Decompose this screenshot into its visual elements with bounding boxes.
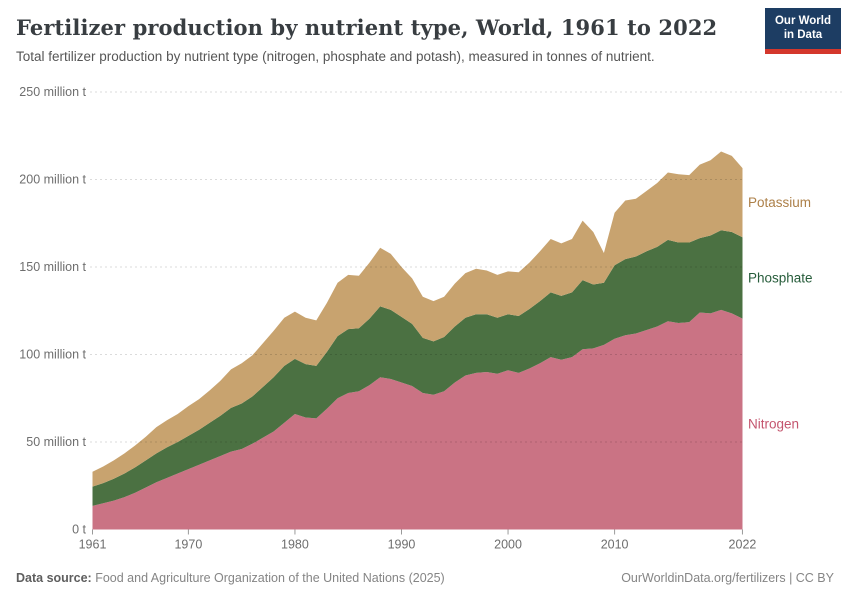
y-axis-tick-label: 250 million t bbox=[19, 85, 86, 99]
x-axis-tick-label: 2000 bbox=[494, 538, 522, 552]
y-axis-tick-label: 0 t bbox=[72, 523, 86, 537]
x-axis-tick-label: 1970 bbox=[174, 538, 202, 552]
y-axis-tick-label: 50 million t bbox=[26, 435, 86, 449]
data-source-label: Data source: bbox=[16, 571, 92, 585]
x-axis-tick-label: 2022 bbox=[729, 538, 757, 552]
area-potassium[interactable] bbox=[92, 151, 743, 487]
x-axis-tick-label: 2010 bbox=[601, 538, 629, 552]
owid-logo-line2: in Data bbox=[783, 29, 823, 42]
chart-header: Fertilizer production by nutrient type, … bbox=[0, 0, 850, 82]
chart-footer: Data source: Food and Agriculture Organi… bbox=[0, 556, 850, 600]
data-source-value: Food and Agriculture Organization of the… bbox=[91, 571, 445, 585]
y-axis-tick-label: 150 million t bbox=[19, 260, 86, 274]
owid-logo-line1: Our World bbox=[774, 15, 831, 27]
legend-label-nitrogen[interactable]: Nitrogen bbox=[748, 417, 799, 432]
page-title: Fertilizer production by nutrient type, … bbox=[16, 15, 718, 40]
legend-label-phosphate[interactable]: Phosphate bbox=[748, 270, 813, 285]
y-axis-tick-label: 100 million t bbox=[19, 348, 86, 362]
chart-area: 250 million t 200 million t 150 million t 1… bbox=[0, 82, 850, 556]
x-axis-tick-label: 1961 bbox=[79, 538, 107, 552]
y-axis-tick-label: 200 million t bbox=[19, 173, 86, 187]
x-axis-tick-label: 1990 bbox=[388, 538, 416, 552]
chart-subtitle: Total fertilizer production by nutrient … bbox=[16, 49, 655, 64]
data-source: Data source: Food and Agriculture Organi… bbox=[16, 571, 445, 585]
area-nitrogen[interactable] bbox=[92, 309, 743, 530]
x-axis-tick-label: 1980 bbox=[281, 538, 309, 552]
stacked-area-chart[interactable]: 250 million t 200 million t 150 million t 1… bbox=[0, 82, 850, 556]
legend-label-potassium[interactable]: Potassium bbox=[748, 195, 811, 210]
owid-logo[interactable]: Our World in Data bbox=[765, 8, 841, 54]
area-phosphate[interactable] bbox=[92, 230, 743, 506]
credit-link[interactable]: OurWorldinData.org/fertilizers | CC BY bbox=[621, 571, 834, 585]
